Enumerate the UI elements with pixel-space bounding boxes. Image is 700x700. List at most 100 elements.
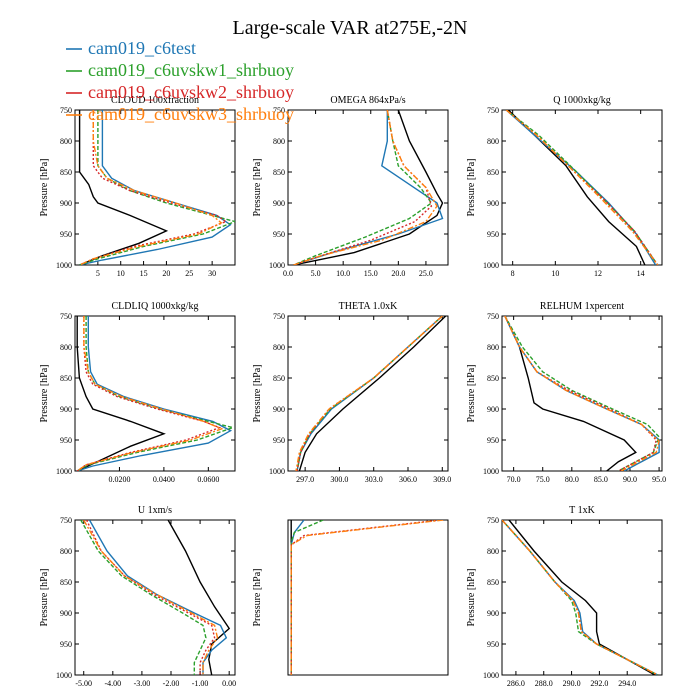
x-tick-label: 0.0	[283, 269, 293, 278]
y-tick-label: 800	[487, 547, 499, 556]
series-line-cam019_c6test	[296, 316, 443, 471]
x-tick-label: 10.0	[336, 269, 350, 278]
x-tick-label: 30	[208, 269, 216, 278]
y-tick-label: 900	[487, 609, 499, 618]
x-tick-label: 90.0	[623, 475, 637, 484]
y-tick-label: 1000	[269, 467, 285, 476]
panel-frame	[287, 109, 449, 266]
series-line-obs	[298, 316, 447, 471]
x-tick-label: 290.0	[563, 679, 581, 688]
x-tick-label: 95.0	[652, 475, 666, 484]
x-tick-label: 306.0	[399, 475, 417, 484]
y-tick-label: 900	[487, 199, 499, 208]
series-line-cam019_c6uvskw1_shrbuoy	[290, 520, 324, 675]
y-tick-label: 950	[487, 436, 499, 445]
panel-title: Q 1000xkg/kg	[553, 95, 611, 106]
x-tick-label: -2.00	[163, 679, 180, 688]
series-line-cam019_c6uvskw2_shrbuoy	[290, 520, 441, 675]
x-tick-label: -3.00	[134, 679, 151, 688]
panel-frame	[501, 519, 663, 676]
x-tick-label: 25.0	[419, 269, 433, 278]
y-tick-label: 950	[60, 640, 72, 649]
y-axis-label: Pressure [hPa]	[252, 364, 263, 422]
y-tick-label: 800	[60, 137, 72, 146]
series-line-cam019_c6uvskw2_shrbuoy	[502, 520, 659, 675]
series-line-cam019_c6uvskw3_shrbuoy	[293, 110, 438, 265]
series-line-cam019_c6uvskw1_shrbuoy	[505, 110, 659, 265]
y-tick-label: 800	[487, 137, 499, 146]
y-tick-label: 950	[273, 436, 285, 445]
series-line-cam019_c6uvskw2_shrbuoy	[76, 316, 222, 471]
panel-frame	[74, 315, 236, 472]
y-tick-label: 850	[60, 374, 72, 383]
x-tick-label: 294.0	[618, 679, 636, 688]
series-line-cam019_c6test	[504, 316, 660, 471]
series-line-cam019_c6uvskw1_shrbuoy	[504, 316, 660, 471]
panel-frame	[287, 519, 449, 676]
x-tick-label: 10	[551, 269, 559, 278]
panel-title: T 1xK	[569, 505, 595, 516]
x-tick-label: 5.0	[311, 269, 321, 278]
panel-frame	[501, 109, 663, 266]
panel-title: THETA 1.0xK	[339, 301, 398, 312]
series-line-obs	[293, 110, 444, 265]
x-tick-label: 12	[594, 269, 602, 278]
series-line-cam019_c6uvskw1_shrbuoy	[296, 316, 443, 471]
x-tick-label: 8	[511, 269, 515, 278]
y-axis-label: Pressure [hPa]	[39, 364, 50, 422]
legend-entry: cam019_c6uvskw3_shrbuoy	[88, 104, 294, 124]
panel-6: RELHUM 1xpercent Pressure [hPa] 750 800 850 9…	[466, 301, 666, 484]
x-tick-label: 14	[637, 269, 645, 278]
series-line-cam019_c6uvskw3_shrbuoy	[76, 316, 224, 471]
series-line-cam019_c6uvskw1_shrbuoy	[76, 316, 235, 471]
series-line-obs	[76, 316, 166, 471]
series-line-cam019_c6uvskw2_shrbuoy	[293, 110, 433, 265]
legend-entry: cam019_c6uvskw1_shrbuoy	[88, 60, 294, 80]
series-line-cam019_c6uvskw3_shrbuoy	[83, 520, 219, 675]
series-line-cam019_c6uvskw2_shrbuoy	[505, 110, 659, 265]
x-tick-label: 292.0	[590, 679, 608, 688]
x-tick-label: 15.0	[364, 269, 378, 278]
x-tick-label: 303.0	[365, 475, 383, 484]
x-tick-label: 286.0	[507, 679, 525, 688]
y-tick-label: 900	[273, 199, 285, 208]
x-tick-label: 0.00	[222, 679, 236, 688]
series-line-cam019_c6test	[76, 316, 233, 471]
series-line-cam019_c6uvskw3_shrbuoy	[502, 520, 659, 675]
series-line-cam019_c6uvskw3_shrbuoy	[290, 520, 444, 675]
panel-7: U 1xm/s Pressure [hPa] 750 800 850 900 950 1000…	[39, 505, 236, 688]
y-tick-label: 800	[60, 343, 72, 352]
panel-frame	[501, 315, 663, 472]
series-line-cam019_c6uvskw2_shrbuoy	[79, 110, 228, 265]
panel-2: OMEGA 864xPa/s Pressure [hPa] 750 800 850 900…	[252, 95, 449, 278]
y-tick-label: 1000	[269, 261, 285, 270]
series-line-cam019_c6uvskw3_shrbuoy	[505, 110, 659, 265]
figure-title: Large-scale VAR at275E,-2N	[233, 17, 468, 39]
series-line-cam019_c6uvskw2_shrbuoy	[85, 520, 216, 675]
y-tick-label: 900	[60, 405, 72, 414]
y-tick-label: 850	[487, 578, 499, 587]
y-axis-label: Pressure [hPa]	[252, 568, 263, 626]
x-tick-label: 25	[185, 269, 193, 278]
series-line-obs	[167, 520, 231, 675]
series-line-cam019_c6uvskw2_shrbuoy	[296, 316, 443, 471]
x-tick-label: 297.0	[296, 475, 314, 484]
legend-entry: cam019_c6uvskw2_shrbuoy	[88, 82, 294, 102]
x-tick-label: 15	[140, 269, 148, 278]
series-line-cam019_c6test	[293, 110, 444, 265]
panel-4: CLDLIQ 1000xkg/kg Pressure [hPa] 750 800 850…	[39, 301, 236, 484]
y-tick-label: 950	[487, 640, 499, 649]
legend-entry: cam019_c6test	[88, 38, 196, 58]
y-tick-label: 850	[487, 168, 499, 177]
y-tick-label: 850	[60, 578, 72, 587]
y-tick-label: 950	[60, 230, 72, 239]
x-tick-label: 5	[96, 269, 100, 278]
y-tick-label: 800	[273, 137, 285, 146]
panel-frame	[74, 109, 236, 266]
x-tick-label: -4.00	[104, 679, 121, 688]
y-tick-label: 1000	[56, 261, 72, 270]
series-line-obs	[504, 316, 637, 471]
panel-title: U 1xm/s	[138, 505, 172, 516]
